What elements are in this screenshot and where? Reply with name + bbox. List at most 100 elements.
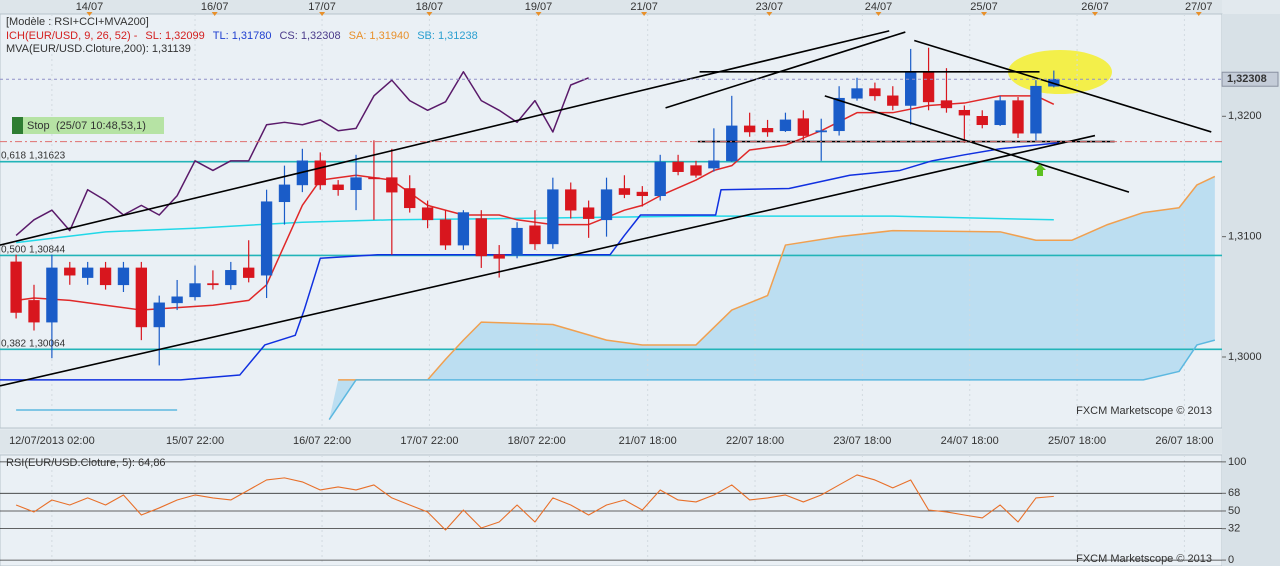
price-axis-background bbox=[1222, 14, 1280, 566]
stop-box bbox=[23, 117, 164, 134]
candle-body bbox=[82, 267, 94, 278]
watermark: FXCM Marketscope © 2013 bbox=[1076, 405, 1212, 417]
candle-body bbox=[1012, 100, 1024, 134]
candle-body bbox=[654, 161, 666, 197]
last-price-label: 1,32308 bbox=[1227, 73, 1267, 85]
top-tick bbox=[875, 12, 882, 16]
rsi-tick-label: 32 bbox=[1228, 523, 1240, 535]
candle-body bbox=[743, 125, 756, 133]
cloud-fill bbox=[329, 176, 1215, 420]
legend-item: SL: 1,32099 bbox=[145, 30, 204, 42]
trendline bbox=[0, 30, 890, 246]
candle-body bbox=[869, 88, 881, 97]
candle-body bbox=[690, 165, 702, 176]
candle-body bbox=[708, 160, 720, 169]
top-tick bbox=[86, 12, 93, 16]
candle-body bbox=[815, 130, 827, 133]
fib-label: 0,618 1,31623 bbox=[1, 150, 66, 161]
candle-body bbox=[46, 267, 58, 323]
legend-item: SB: 1,31238 bbox=[417, 30, 478, 42]
candle-body bbox=[475, 218, 487, 257]
fib-ratio: 0,382 bbox=[1, 338, 26, 349]
fib-price: 1,31623 bbox=[29, 150, 66, 161]
candle-body bbox=[600, 189, 613, 221]
candle-body bbox=[940, 100, 953, 109]
fib-ratio: 0,500 bbox=[1, 244, 26, 255]
candle-body bbox=[833, 97, 845, 132]
candle-body bbox=[99, 267, 112, 286]
candle-body bbox=[726, 125, 738, 162]
candle-body bbox=[260, 201, 273, 276]
rsi-tick-label: 68 bbox=[1228, 487, 1240, 499]
legend-item: TL: 1,31780 bbox=[213, 30, 272, 42]
candle-body bbox=[851, 88, 863, 99]
trendline bbox=[0, 134, 1096, 387]
watermark: FXCM Marketscope © 2013 bbox=[1076, 553, 1212, 565]
x-tick-label: 24/07 18:00 bbox=[941, 435, 999, 447]
fib-price: 1,30064 bbox=[29, 338, 66, 349]
candle-body bbox=[493, 254, 505, 259]
candle-body bbox=[404, 188, 416, 209]
candle-body bbox=[582, 207, 595, 219]
last-price-box bbox=[1221, 71, 1279, 87]
top-date-bar bbox=[0, 0, 1222, 14]
stop-label: Stop bbox=[27, 120, 50, 132]
top-tick bbox=[535, 12, 542, 16]
candle-body bbox=[887, 95, 899, 106]
top-date-label: 18/07 bbox=[416, 1, 444, 13]
fib-label: 0,500 1,30844 bbox=[1, 244, 66, 255]
candle-body bbox=[386, 177, 398, 193]
top-date-label: 26/07 bbox=[1081, 1, 1109, 13]
candle-body bbox=[511, 227, 523, 255]
candle-body bbox=[547, 189, 559, 245]
candle-body bbox=[439, 219, 452, 246]
candle-body bbox=[332, 184, 344, 191]
top-date-label: 16/07 bbox=[201, 1, 229, 13]
indicator-line bbox=[15, 474, 1054, 531]
candle-body bbox=[135, 267, 148, 328]
candle-body bbox=[64, 267, 76, 276]
candle-body bbox=[225, 270, 237, 286]
indicator-line bbox=[0, 142, 1060, 381]
indicator-line bbox=[338, 175, 1216, 381]
top-date-label: 19/07 bbox=[525, 1, 553, 13]
legend-item: SA: 1,31940 bbox=[349, 30, 410, 42]
top-tick bbox=[641, 12, 648, 16]
candle-body bbox=[779, 119, 792, 132]
candle-body bbox=[565, 189, 577, 211]
x-tick-label: 23/07 18:00 bbox=[833, 435, 891, 447]
candle-body bbox=[207, 283, 219, 286]
candle-body bbox=[278, 184, 291, 203]
candle-body bbox=[976, 115, 988, 126]
x-tick-label: 15/07 22:00 bbox=[166, 435, 224, 447]
x-tick-label: 22/07 18:00 bbox=[726, 435, 784, 447]
top-date-label: 23/07 bbox=[756, 1, 784, 13]
x-tick-label: 12/07/2013 02:00 bbox=[9, 435, 95, 447]
ma-legend: MVA(EUR/USD.Cloture,200): 1,31139 bbox=[6, 43, 191, 55]
top-tick bbox=[766, 12, 773, 16]
ichimoku-label: ICH(EUR/USD, 9, 26, 52) - bbox=[6, 30, 138, 42]
candle-body bbox=[958, 109, 971, 116]
candle-body bbox=[922, 71, 935, 103]
candle-body bbox=[243, 267, 255, 278]
candle-body bbox=[314, 160, 326, 186]
candle-body bbox=[153, 302, 165, 328]
candle-body bbox=[797, 118, 810, 136]
candle-body bbox=[350, 177, 362, 191]
top-date-label: 21/07 bbox=[630, 1, 658, 13]
buy-arrow bbox=[1034, 164, 1046, 176]
top-date-label: 27/07 bbox=[1185, 1, 1213, 13]
candle-body bbox=[618, 188, 631, 195]
top-tick bbox=[1091, 12, 1098, 16]
plot-layer bbox=[0, 14, 1222, 565]
x-tick-label: 25/07 18:00 bbox=[1048, 435, 1106, 447]
rsi-tick-label: 50 bbox=[1228, 505, 1240, 517]
rsi-tick-label: 100 bbox=[1228, 456, 1246, 468]
candle-body bbox=[636, 191, 648, 197]
candle-body bbox=[189, 283, 201, 298]
y-tick-label: 1,3200 bbox=[1228, 110, 1262, 122]
candle-body bbox=[994, 100, 1006, 126]
rsi-title: RSI(EUR/USD.Cloture, 5): 64,86 bbox=[6, 457, 166, 469]
highlight-ellipse bbox=[1008, 50, 1112, 94]
fib-price: 1,30844 bbox=[29, 244, 66, 255]
